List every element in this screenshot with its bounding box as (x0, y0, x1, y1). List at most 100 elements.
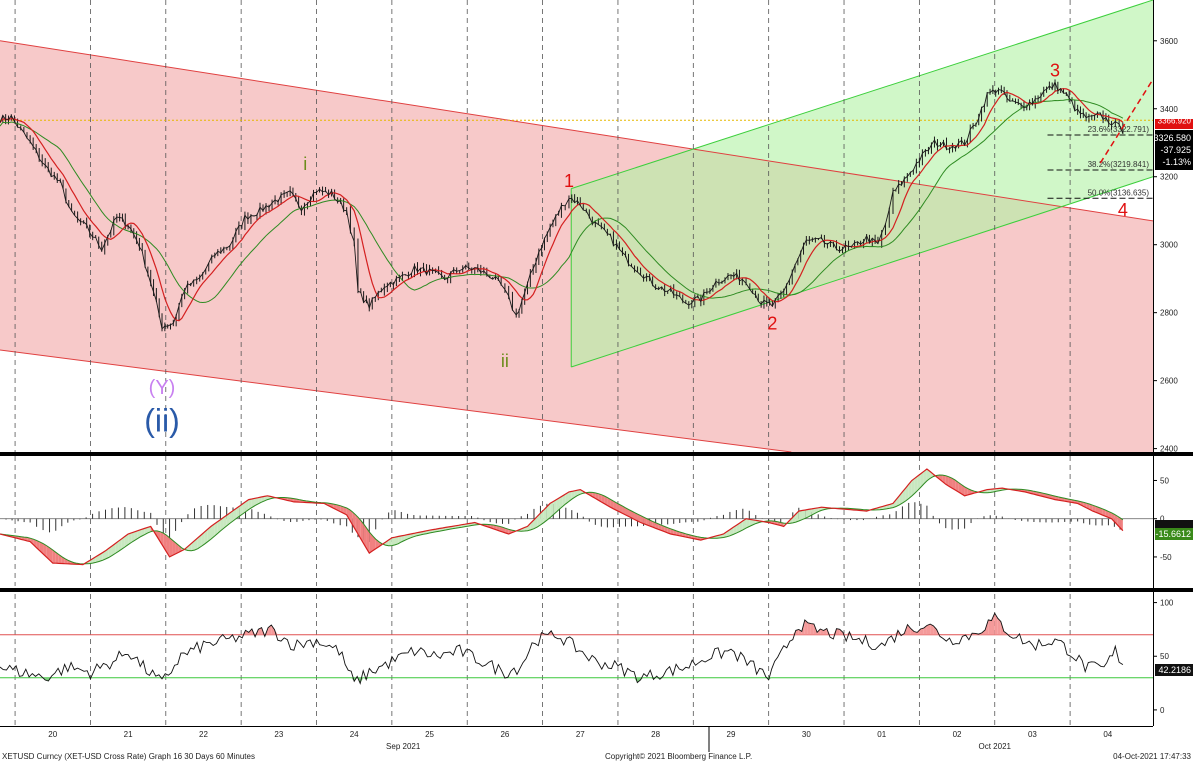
time-axis: 20 21 22 23 24 25 26 27 28 29 30 01 02 03 04 Sep 2021 Oc… (48, 730, 1112, 751)
macd-fill-segment (658, 524, 662, 531)
wave-label: 1 (564, 171, 574, 191)
moving-average-fast (0, 88, 1124, 322)
macd-fill-segment (920, 471, 924, 488)
wave-label: 5 (1178, 0, 1188, 18)
macd-fill-segment (141, 528, 145, 537)
macd-fill-segment (239, 504, 243, 517)
macd-fill-segment (194, 537, 198, 551)
macd-fill-segment (201, 532, 205, 547)
macd-gridlines (14, 456, 1071, 586)
macd-fill-segment (914, 475, 918, 494)
macd-fill-segment (1105, 510, 1109, 518)
last-price-box: 3366.920 3326.580 -37.925 -1.13% (1153, 116, 1193, 170)
axis-tick-label: 3400 (1160, 105, 1178, 114)
macd-fill-segment (749, 519, 753, 527)
wave-label: ii (501, 351, 509, 371)
macd-fill-segment (952, 478, 956, 491)
panel-divider (0, 452, 1193, 456)
rsi-overbought-fill (261, 627, 265, 635)
footer-source: XETUSD Curncy (XET-USD Cross Rate) Graph… (2, 752, 255, 761)
macd-fill-segment (236, 506, 240, 519)
macd-fill-segment (661, 525, 665, 532)
macd-fill-segment (137, 529, 142, 539)
macd-fill-segment (160, 531, 164, 547)
rsi-panel: 100 50 0 42.2186 (0, 594, 1193, 726)
macd-fill-segment (128, 532, 132, 545)
macd-fill-segment (144, 527, 148, 535)
rsi-last-box: 42.2186 (1155, 664, 1193, 676)
time-axis-label: 03 (1028, 730, 1037, 739)
time-axis-label: 29 (727, 730, 736, 739)
axis-tick-label: 0 (1160, 706, 1165, 715)
macd-histogram (5, 502, 1121, 543)
macd-fill-segment (543, 506, 547, 523)
macd-fill-segment (893, 499, 897, 508)
bear-channel-upper-line (0, 40, 1153, 222)
macd-fill-segment (204, 529, 208, 545)
macd-fill-segment (926, 469, 931, 481)
rsi-overbought-fill (1019, 633, 1023, 635)
bull-channel-upper-line (571, 0, 1153, 190)
time-axis-label: 30 (802, 730, 811, 739)
macd-fill-segment (527, 523, 531, 531)
macd-fill-segment (1095, 506, 1099, 514)
macd-fill-segment (742, 518, 747, 530)
rsi-overbought-fill (245, 630, 249, 635)
macd-fill-segment (214, 521, 218, 537)
axis-tick-label: 2800 (1160, 309, 1178, 318)
price-line (0, 80, 1124, 330)
footer-copyright: Copyright© 2021 Bloomberg Finance L.P. (605, 752, 753, 761)
macd-fill-segment (248, 498, 252, 510)
last-price-change-pct: -1.13% (1162, 157, 1191, 167)
macd-fill-segment (945, 475, 949, 487)
macd-fill-segment (366, 527, 370, 554)
macd-fill-segment (792, 514, 796, 523)
axis-tick-label: 50 (1160, 652, 1169, 661)
macd-fill-segment (43, 543, 47, 557)
macd-fill-segment (111, 543, 116, 556)
macd-fill-segment (391, 537, 396, 546)
rsi-overbought-fill (907, 624, 911, 635)
time-axis-month-label: Oct 2021 (979, 742, 1012, 751)
macd-fill-segment (655, 522, 659, 530)
macd-fill-segment (372, 535, 376, 551)
macd-fill-segment (964, 486, 968, 496)
time-axis-label: 01 (877, 730, 886, 739)
macd-last-value: -15.6612 (1155, 529, 1191, 539)
time-axis-label: 21 (124, 730, 133, 739)
rsi-overbought-fill (994, 613, 998, 635)
macd-crossover-fills (0, 469, 1123, 565)
time-axis-label: 25 (425, 730, 434, 739)
macd-fill-segment (121, 536, 125, 550)
macd-fill-segment (556, 497, 560, 513)
macd-fill-segment (58, 554, 62, 564)
macd-fill-segment (733, 525, 737, 535)
rsi-overbought-fill (817, 629, 821, 635)
price-axis: 2400 2600 2800 3000 3200 3400 3600 (1153, 37, 1178, 454)
macd-last-box: -15.6612 (1155, 520, 1193, 540)
macd-fill-segment (553, 499, 557, 515)
macd-fill-segment (115, 541, 119, 554)
rsi-overbought-fill (920, 628, 924, 635)
macd-fill-segment (625, 507, 629, 517)
time-axis-label: 02 (953, 730, 962, 739)
macd-fill-segment (346, 507, 350, 520)
macd-fill-segment (798, 510, 803, 521)
fib-level-label: 38.2%(3219.841) (1088, 160, 1150, 169)
macd-fill-segment (33, 539, 37, 548)
footer-timestamp: 04-Oct-2021 17:47:33 (1113, 752, 1191, 761)
macd-fill-segment (197, 534, 202, 549)
rsi-overbought-fill (997, 618, 1001, 635)
macd-fill-segment (540, 509, 544, 525)
macd-fill-segment (667, 527, 671, 534)
macd-fill-segment (607, 497, 611, 508)
rsi-overbought-fill (926, 624, 931, 635)
macd-fill-segment (499, 526, 503, 532)
macd-fill-segment (30, 538, 34, 545)
rsi-line (0, 612, 1124, 685)
bear-channel-lower-line (0, 349, 792, 452)
price-panel: 23.6%(3322.791) 38.2%(3219.841) 50.0%(3136… (0, 0, 1193, 454)
macd-fill-segment (254, 497, 259, 506)
macd-fill-segment (395, 536, 399, 545)
